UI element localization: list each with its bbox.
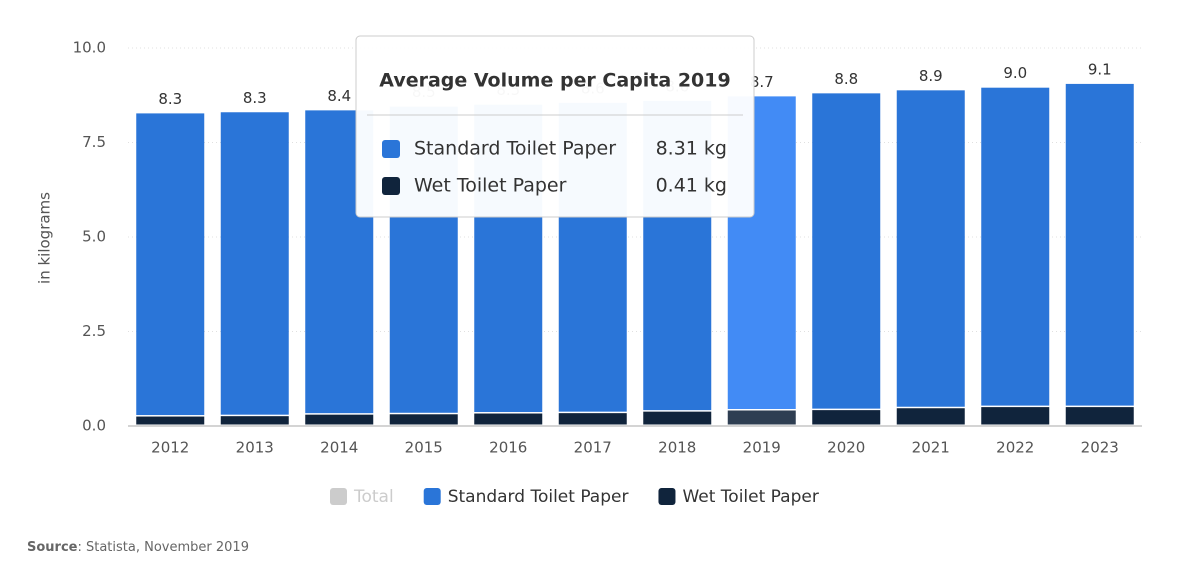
bar-segment (896, 408, 965, 425)
tooltip-row-value: 0.41 kg (656, 175, 727, 197)
legend-swatch (423, 488, 441, 505)
tooltip-box (355, 35, 755, 218)
tooltip-row-name: Standard Toilet Paper (414, 138, 616, 160)
tooltip-title: Average Volume per Capita 2019 (379, 70, 730, 92)
x-tick-label: 2023 (1081, 439, 1119, 457)
legend-swatch (330, 488, 347, 505)
y-tick-label: 2.5 (82, 322, 106, 340)
tooltip: Average Volume per Capita 2019 Standard T… (355, 35, 755, 218)
x-tick-label: 2020 (827, 439, 865, 457)
total-label: 8.3 (243, 89, 267, 107)
y-tick-label: 10.0 (73, 39, 106, 57)
bar-segment (136, 113, 205, 416)
x-tick-label: 2014 (320, 439, 358, 457)
y-tick-label: 0.0 (82, 417, 106, 435)
x-tick-label: 2018 (658, 439, 696, 457)
bar-segment (812, 410, 881, 425)
y-tick-label: 5.0 (82, 228, 106, 246)
source-label: Source (27, 540, 78, 555)
bar-segment (1065, 83, 1134, 406)
bar-segment (981, 407, 1050, 425)
x-tick-label: 2021 (912, 439, 950, 457)
total-label: 9.0 (1003, 64, 1027, 82)
tooltip-row-value: 8.31 kg (656, 138, 727, 160)
bar-segment (981, 87, 1050, 406)
total-label: 8.7 (750, 73, 774, 91)
legend-label: Standard Toilet Paper (448, 487, 629, 507)
legend-swatch (658, 488, 676, 505)
bar-segment (474, 413, 543, 425)
total-label: 8.3 (158, 90, 182, 108)
bar-segment (220, 416, 289, 425)
total-label: 8.9 (919, 67, 943, 85)
x-tick-label: 2013 (236, 439, 274, 457)
bar-segment (305, 414, 374, 425)
tooltip-swatch (382, 177, 400, 195)
x-tick-label: 2016 (489, 439, 527, 457)
bar-segment (896, 90, 965, 407)
x-tick-label: 2015 (405, 439, 443, 457)
total-label: 8.8 (834, 70, 858, 88)
source-text: : Statista, November 2019 (77, 540, 248, 555)
y-axis-label: in kilograms (36, 192, 54, 284)
total-label: 9.1 (1088, 60, 1112, 78)
tooltip-swatch (382, 140, 400, 158)
x-tick-label: 2017 (574, 439, 612, 457)
bar-segment (727, 410, 796, 425)
total-label: 8.4 (327, 87, 351, 105)
tooltip-row-name: Wet Toilet Paper (414, 175, 567, 197)
bar-segment (1065, 407, 1134, 425)
bar-segment (136, 416, 205, 425)
x-tick-label: 2022 (996, 439, 1034, 457)
y-tick-label: 7.5 (82, 133, 106, 151)
bar-segment (812, 93, 881, 409)
bar-segment (389, 414, 458, 425)
source: Source: Statista, November 2019 (27, 540, 249, 555)
x-tick-label: 2019 (743, 439, 781, 457)
bar-segment (220, 112, 289, 415)
legend-label: Wet Toilet Paper (682, 487, 818, 507)
bar-segment (643, 411, 712, 425)
legend-label: Total (353, 487, 394, 507)
bar-segment (558, 413, 627, 425)
x-tick-label: 2012 (151, 439, 189, 457)
